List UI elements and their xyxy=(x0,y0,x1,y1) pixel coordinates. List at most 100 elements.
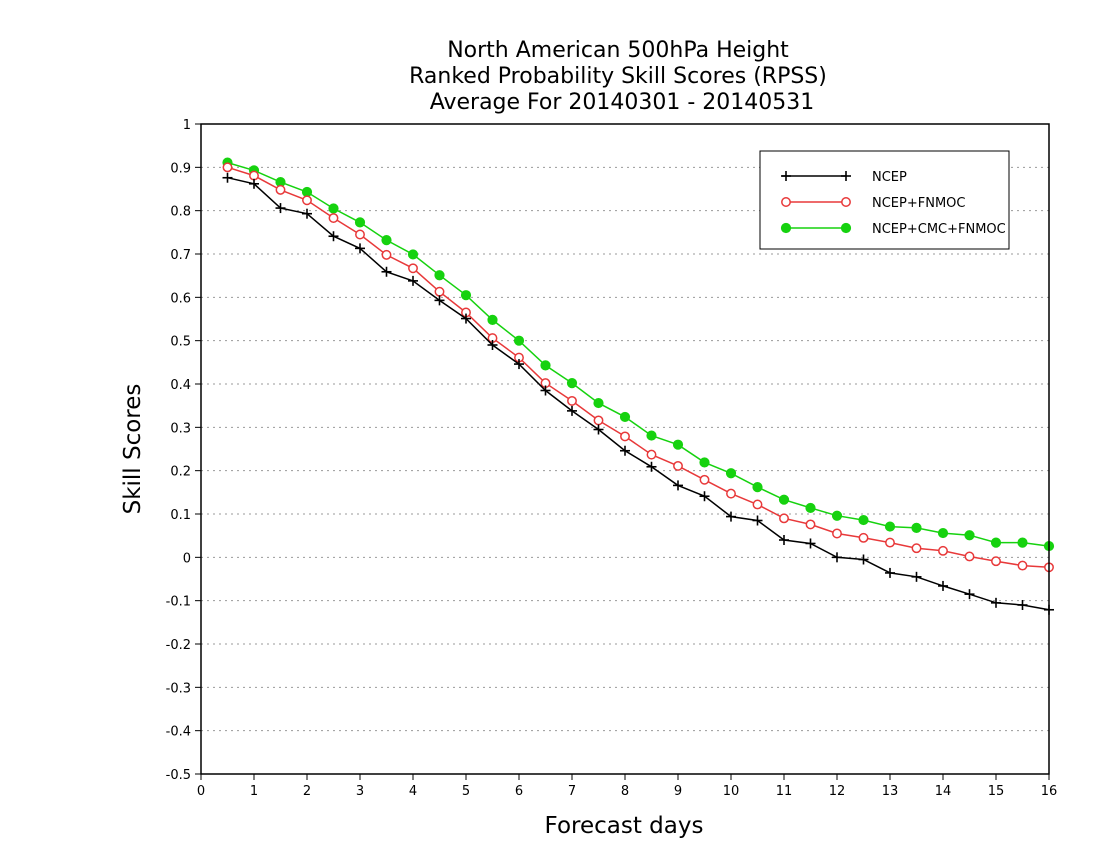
data-point-ncep-cmc-fnmoc xyxy=(301,186,313,198)
data-point-ncep xyxy=(726,511,736,522)
data-point-ncep-cmc-fnmoc xyxy=(990,537,1002,548)
data-point-ncep xyxy=(355,243,365,254)
data-point-ncep-fnmoc xyxy=(964,551,975,562)
data-point-ncep xyxy=(620,445,630,456)
y-tick-label: 0 xyxy=(183,551,191,566)
data-point-ncep-fnmoc xyxy=(567,395,577,406)
data-point-ncep xyxy=(593,424,604,435)
data-point-ncep-fnmoc xyxy=(938,545,948,556)
data-point-ncep-cmc-fnmoc xyxy=(619,411,631,423)
data-point-ncep xyxy=(487,340,498,350)
x-tick-label: 7 xyxy=(568,784,576,799)
data-point-ncep-cmc-fnmoc xyxy=(858,514,869,526)
x-tick-label: 10 xyxy=(723,784,740,799)
y-tick-label: 0.3 xyxy=(170,421,191,436)
x-tick-label: 4 xyxy=(409,784,417,799)
data-point-ncep xyxy=(1017,600,1028,610)
data-point-ncep xyxy=(434,295,445,306)
data-point-ncep-cmc-fnmoc xyxy=(566,378,578,389)
data-point-ncep-cmc-fnmoc xyxy=(460,290,472,301)
y-axis-ticks: 1 0.9 0.8 0.7 0.6 0.5 0.4 0.3 0.2 0.1 0 -0.1 -0.2 -0.… xyxy=(166,118,201,783)
x-tick-label: 3 xyxy=(356,784,364,799)
data-point-ncep-cmc-fnmoc xyxy=(434,270,445,281)
chart-title: North American 500hPa Height Ranked Prob… xyxy=(409,38,827,115)
data-point-ncep-fnmoc xyxy=(593,415,604,426)
data-point-ncep xyxy=(275,203,286,214)
plot-frame xyxy=(200,123,1050,775)
x-tick-label: 5 xyxy=(462,784,470,799)
y-tick-label: -0.2 xyxy=(166,638,191,653)
data-point-ncep-cmc-fnmoc xyxy=(964,530,975,541)
y-tick-label: 0.1 xyxy=(170,508,191,523)
data-point-ncep-cmc-fnmoc xyxy=(725,468,737,479)
data-point-ncep-fnmoc xyxy=(355,229,365,240)
data-point-ncep-fnmoc xyxy=(381,249,392,260)
x-tick-label: 11 xyxy=(776,784,793,799)
data-point-ncep xyxy=(699,491,710,502)
data-point-ncep xyxy=(805,538,816,549)
data-point-ncep-fnmoc xyxy=(1017,560,1028,571)
x-axis-title: Forecast days xyxy=(545,813,704,839)
legend-marker-ncep xyxy=(841,171,851,181)
data-point-ncep-cmc-fnmoc xyxy=(1017,537,1028,548)
x-tick-label: 9 xyxy=(674,784,682,799)
data-point-ncep-fnmoc xyxy=(620,431,630,442)
data-point-ncep-fnmoc xyxy=(434,286,445,297)
data-point-ncep-cmc-fnmoc xyxy=(672,439,684,450)
data-point-ncep-cmc-fnmoc xyxy=(778,494,790,505)
data-point-ncep-cmc-fnmoc xyxy=(487,314,498,325)
data-point-ncep-fnmoc xyxy=(328,213,339,223)
legend: NCEP NCEP+FNMOC NCEP+CMC+FNMOC xyxy=(759,150,1010,250)
data-point-ncep-fnmoc xyxy=(249,170,259,181)
y-tick-label: -0.3 xyxy=(166,681,191,696)
legend-box xyxy=(759,150,1010,250)
data-point-ncep-fnmoc xyxy=(408,263,418,274)
data-point-ncep xyxy=(964,589,975,600)
data-point-ncep-fnmoc xyxy=(991,556,1001,567)
legend-marker-ncep-cmc-fnmoc xyxy=(780,222,792,234)
y-tick-label: 0.9 xyxy=(170,161,191,176)
data-point-ncep-cmc-fnmoc xyxy=(593,397,604,409)
data-point-ncep-fnmoc xyxy=(302,195,312,206)
data-point-ncep xyxy=(567,405,577,416)
data-point-ncep xyxy=(302,208,312,219)
chart-title-line-3: Average For 20140301 - 20140531 xyxy=(430,90,815,115)
y-tick-label: -0.5 xyxy=(166,768,191,783)
data-point-ncep xyxy=(514,359,524,370)
data-point-ncep-cmc-fnmoc xyxy=(540,360,551,371)
data-point-ncep-fnmoc xyxy=(858,532,869,543)
legend-marker-ncep-fnmoc xyxy=(781,197,791,207)
data-point-ncep-fnmoc xyxy=(805,519,816,530)
x-tick-label: 13 xyxy=(882,784,899,799)
data-point-ncep xyxy=(885,567,895,578)
data-point-ncep xyxy=(779,535,789,545)
data-point-ncep xyxy=(328,231,339,242)
x-tick-label: 15 xyxy=(988,784,1005,799)
x-tick-label: 12 xyxy=(829,784,846,799)
data-point-ncep-cmc-fnmoc xyxy=(884,521,896,532)
data-point-ncep-cmc-fnmoc xyxy=(752,482,763,493)
data-point-ncep xyxy=(673,480,683,491)
data-point-ncep xyxy=(408,275,418,286)
data-point-ncep-fnmoc xyxy=(673,460,683,471)
data-point-ncep-fnmoc xyxy=(726,488,736,499)
data-point-ncep-cmc-fnmoc xyxy=(381,235,392,246)
x-tick-label: 16 xyxy=(1041,784,1058,799)
data-point-ncep xyxy=(646,461,657,472)
x-tick-label: 2 xyxy=(303,784,311,799)
data-point-ncep xyxy=(540,385,551,396)
data-point-ncep-cmc-fnmoc xyxy=(911,522,922,533)
data-point-ncep-fnmoc xyxy=(779,513,789,524)
data-point-ncep xyxy=(381,266,392,277)
x-tick-label: 8 xyxy=(621,784,629,799)
y-tick-label: -0.4 xyxy=(166,725,191,740)
y-tick-label: 0.5 xyxy=(170,335,191,350)
data-point-ncep-cmc-fnmoc xyxy=(831,510,843,521)
data-point-ncep xyxy=(222,172,233,183)
legend-entry-ncep: NCEP xyxy=(781,170,907,185)
legend-marker-ncep-fnmoc xyxy=(841,197,851,207)
data-point-ncep-cmc-fnmoc xyxy=(513,335,525,346)
chart-title-line-1: North American 500hPa Height xyxy=(447,38,789,63)
legend-entry-ncep-fnmoc: NCEP+FNMOC xyxy=(781,196,965,211)
